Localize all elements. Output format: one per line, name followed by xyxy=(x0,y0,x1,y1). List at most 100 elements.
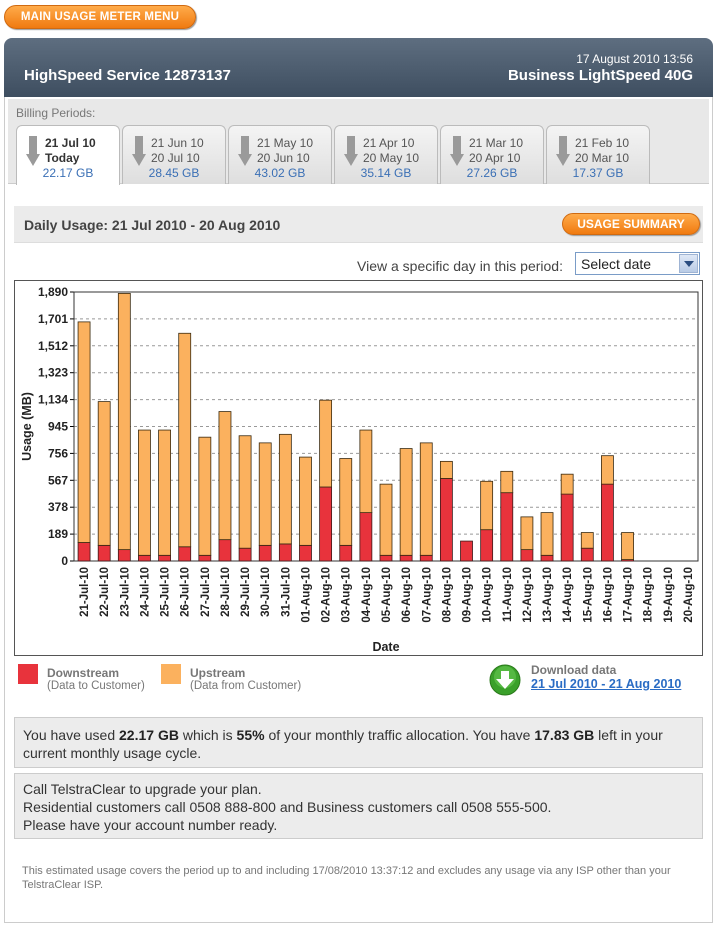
upstream-bar xyxy=(118,293,130,549)
billing-period-tab[interactable]: 21 Apr 1020 May 1035.14 GB xyxy=(334,125,438,184)
x-tick-label: 07-Aug-10 xyxy=(421,567,433,623)
downstream-bar xyxy=(601,484,613,561)
footnote: This estimated usage covers the period u… xyxy=(22,864,682,892)
x-tick-label: 11-Aug-10 xyxy=(502,567,514,622)
tab-start-date: 21 Mar 10 xyxy=(469,136,523,150)
view-day-label: View a specific day in this period: xyxy=(357,258,563,274)
upstream-bar xyxy=(581,533,593,549)
tab-start-date: 21 Feb 10 xyxy=(575,136,629,150)
upstream-legend-swatch xyxy=(161,664,181,684)
downstream-bar xyxy=(360,513,372,561)
downstream-legend-swatch xyxy=(18,664,38,684)
y-tick-label: 1,512 xyxy=(38,339,68,353)
download-icon[interactable] xyxy=(489,664,521,696)
upstream-legend-sub: (Data from Customer) xyxy=(190,680,301,692)
x-tick-label: 13-Aug-10 xyxy=(542,567,554,623)
select-date-value: Select date xyxy=(581,256,651,272)
billing-period-tab[interactable]: 21 May 1020 Jun 1043.02 GB xyxy=(228,125,332,184)
x-tick-label: 17-Aug-10 xyxy=(623,567,635,623)
main-usage-meter-menu-button[interactable]: MAIN USAGE METER MENU xyxy=(4,5,196,29)
upstream-bar xyxy=(400,449,412,556)
y-tick-label: 567 xyxy=(48,473,68,487)
header-datetime: 17 August 2010 13:56 xyxy=(576,52,693,66)
downstream-bar xyxy=(199,555,211,561)
daily-usage-bar: Daily Usage: 21 Jul 2010 - 20 Aug 2010 U… xyxy=(14,206,703,243)
call-line-3: Please have your account number ready. xyxy=(23,816,694,834)
x-tick-label: 04-Aug-10 xyxy=(361,567,373,623)
x-tick-label: 02-Aug-10 xyxy=(321,567,333,623)
tab-usage-amount: 28.45 GB xyxy=(123,166,225,180)
downstream-bar xyxy=(299,545,311,561)
y-tick-label: 945 xyxy=(48,420,68,434)
downstream-bar xyxy=(561,494,573,561)
upstream-bar xyxy=(340,459,352,546)
x-tick-label: 10-Aug-10 xyxy=(482,567,494,623)
tab-start-date: 21 Jul 10 xyxy=(45,136,96,150)
x-tick-label: 18-Aug-10 xyxy=(643,567,655,623)
x-tick-label: 15-Aug-10 xyxy=(582,567,594,623)
x-tick-label: 19-Aug-10 xyxy=(663,567,675,623)
usage-summary-button[interactable]: USAGE SUMMARY xyxy=(562,213,700,235)
upstream-bar xyxy=(179,333,191,546)
upstream-bar xyxy=(521,517,533,550)
download-data-link[interactable]: 21 Jul 2010 - 21 Aug 2010 xyxy=(531,677,681,691)
billing-period-tab[interactable]: 21 Jul 10Today22.17 GB xyxy=(16,125,120,185)
x-tick-label: 26-Jul-10 xyxy=(180,567,192,617)
upstream-bar xyxy=(159,430,171,555)
billing-period-tab[interactable]: 21 Mar 1020 Apr 1027.26 GB xyxy=(440,125,544,184)
info-text-1: You have used xyxy=(23,727,119,743)
x-tick-label: 12-Aug-10 xyxy=(522,567,534,623)
x-axis-title: Date xyxy=(372,640,399,654)
upstream-bar xyxy=(259,443,271,545)
x-tick-label: 05-Aug-10 xyxy=(381,567,393,623)
tab-end-date: Today xyxy=(45,151,79,165)
tab-usage-amount: 35.14 GB xyxy=(335,166,437,180)
upstream-bar xyxy=(541,513,553,556)
x-tick-label: 23-Jul-10 xyxy=(119,567,131,617)
tab-usage-amount: 17.37 GB xyxy=(547,166,649,180)
upgrade-call-box: Call TelstraClear to upgrade your plan. … xyxy=(14,773,703,839)
y-tick-label: 756 xyxy=(48,446,68,460)
downstream-bar xyxy=(179,547,191,561)
billing-period-tab[interactable]: 21 Jun 1020 Jul 1028.45 GB xyxy=(122,125,226,184)
upstream-bar xyxy=(279,434,291,544)
downstream-bar xyxy=(340,545,352,561)
tab-usage-amount: 22.17 GB xyxy=(17,166,119,180)
x-tick-label: 24-Jul-10 xyxy=(139,567,151,617)
select-date-dropdown[interactable]: Select date xyxy=(575,252,700,275)
y-tick-label: 1,134 xyxy=(38,393,68,407)
x-tick-label: 31-Jul-10 xyxy=(280,567,292,617)
down-arrow-icon xyxy=(238,136,252,166)
y-tick-label: 1,701 xyxy=(38,312,68,326)
upstream-bar xyxy=(481,481,493,529)
x-tick-label: 21-Jul-10 xyxy=(79,567,91,617)
x-tick-label: 03-Aug-10 xyxy=(341,567,353,623)
upstream-bar xyxy=(420,443,432,555)
y-tick-label: 378 xyxy=(48,500,68,514)
downstream-bar xyxy=(501,493,513,561)
upstream-bar xyxy=(360,430,372,513)
downstream-bar xyxy=(219,540,231,561)
downstream-bar xyxy=(98,545,110,561)
down-arrow-icon xyxy=(556,136,570,166)
downstream-bar xyxy=(420,555,432,561)
upstream-bar xyxy=(78,322,90,543)
call-line-1: Call TelstraClear to upgrade your plan. xyxy=(23,780,694,798)
down-arrow-icon xyxy=(344,136,358,166)
downstream-bar xyxy=(118,550,130,561)
billing-period-tab[interactable]: 21 Feb 1020 Mar 1017.37 GB xyxy=(546,125,650,184)
upstream-bar xyxy=(320,400,332,487)
y-tick-label: 0 xyxy=(61,554,68,568)
down-arrow-icon xyxy=(26,136,40,166)
downstream-bar xyxy=(541,555,553,561)
upstream-bar xyxy=(138,430,150,555)
tab-start-date: 21 Apr 10 xyxy=(363,136,414,150)
y-tick-label: 1,890 xyxy=(38,285,68,299)
tab-end-date: 20 May 10 xyxy=(363,151,419,165)
downstream-bar xyxy=(380,555,392,561)
upstream-bar xyxy=(561,474,573,494)
down-arrow-icon xyxy=(132,136,146,166)
remaining-amount: 17.83 GB xyxy=(534,727,594,743)
plan-name: Business LightSpeed 40G xyxy=(508,67,693,84)
chevron-down-icon[interactable] xyxy=(679,254,698,273)
